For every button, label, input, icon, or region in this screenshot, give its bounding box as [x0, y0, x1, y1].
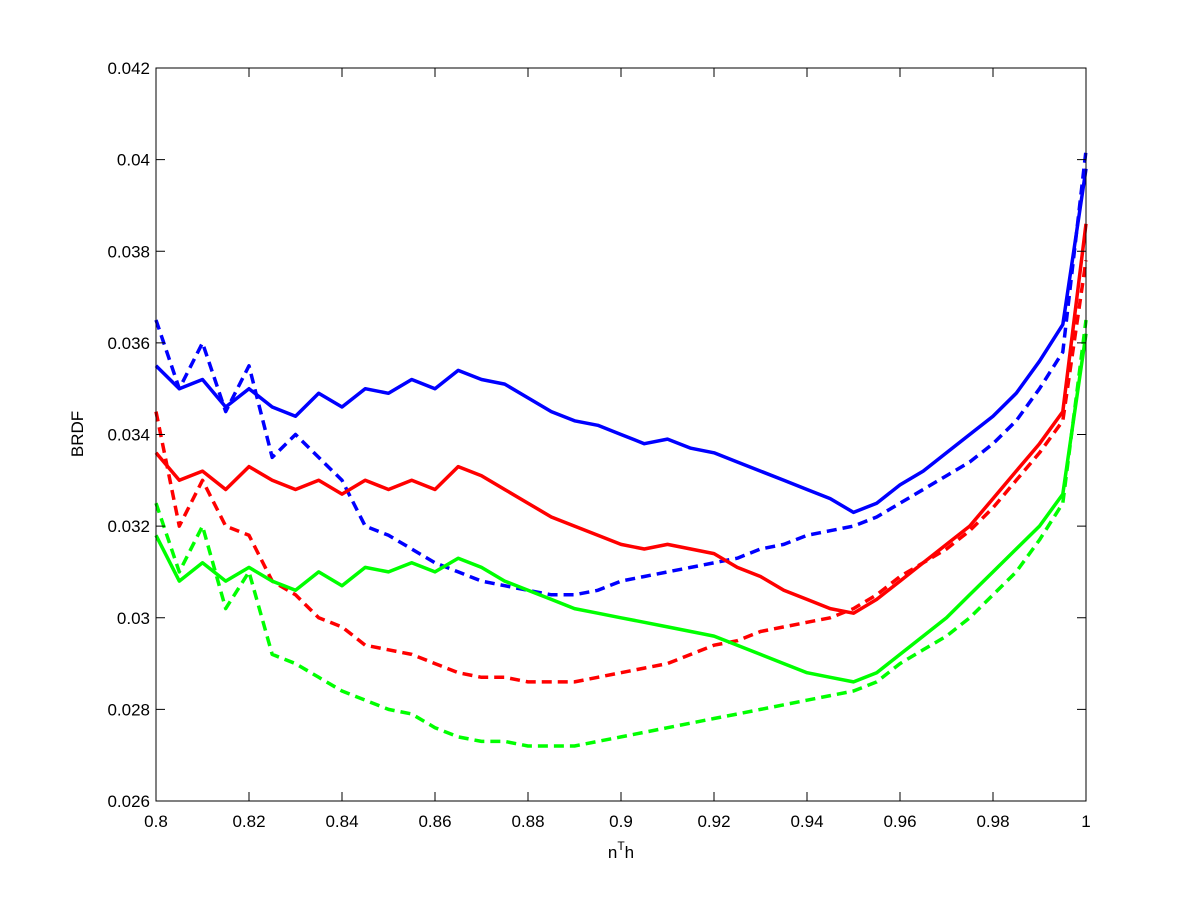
- tick-layer: 0.8 0.82 0.84 0.86 0.88 0.9 0.92 0.94 0.96 0.98 1 0…: [107, 59, 1090, 831]
- series-layer: [154, 150, 1088, 748]
- y-tick-label: 0.026: [107, 792, 150, 811]
- x-tick-label: 0.82: [232, 812, 265, 831]
- y-tick-label: 0.04: [117, 151, 150, 170]
- x-tick-label: 0.98: [976, 812, 1009, 831]
- series-line-5: [154, 333, 1088, 684]
- x-tick-label: 0.92: [697, 812, 730, 831]
- series-line-4: [154, 260, 1088, 684]
- x-tick-label: 0.96: [883, 812, 916, 831]
- x-tick-label: 0.88: [511, 812, 544, 831]
- x-axis-label: nTh: [608, 839, 634, 862]
- y-tick-label: 0.042: [107, 59, 150, 78]
- x-axis-label-suffix: h: [625, 843, 634, 862]
- series-line-2: [154, 150, 1088, 597]
- y-tick-label: 0.032: [107, 517, 150, 536]
- series-line-1: [154, 168, 1088, 515]
- x-axis-label-main: n: [608, 843, 617, 862]
- series-line-6: [154, 319, 1088, 748]
- x-tick-label: 0.94: [790, 812, 823, 831]
- x-tick-label: 1: [1081, 812, 1090, 831]
- x-tick-label: 0.84: [325, 812, 358, 831]
- y-tick-label: 0.036: [107, 334, 150, 353]
- y-axis-label: BRDF: [68, 411, 87, 457]
- series-line-3: [154, 223, 1088, 615]
- y-tick-label: 0.038: [107, 242, 150, 261]
- x-tick-label: 0.9: [609, 812, 633, 831]
- x-tick-label: 0.8: [144, 812, 168, 831]
- y-tick-label: 0.034: [107, 426, 150, 445]
- x-axis-label-superscript: T: [617, 839, 625, 853]
- y-tick-label: 0.028: [107, 700, 150, 719]
- x-tick-label: 0.86: [418, 812, 451, 831]
- y-tick-label: 0.03: [117, 609, 150, 628]
